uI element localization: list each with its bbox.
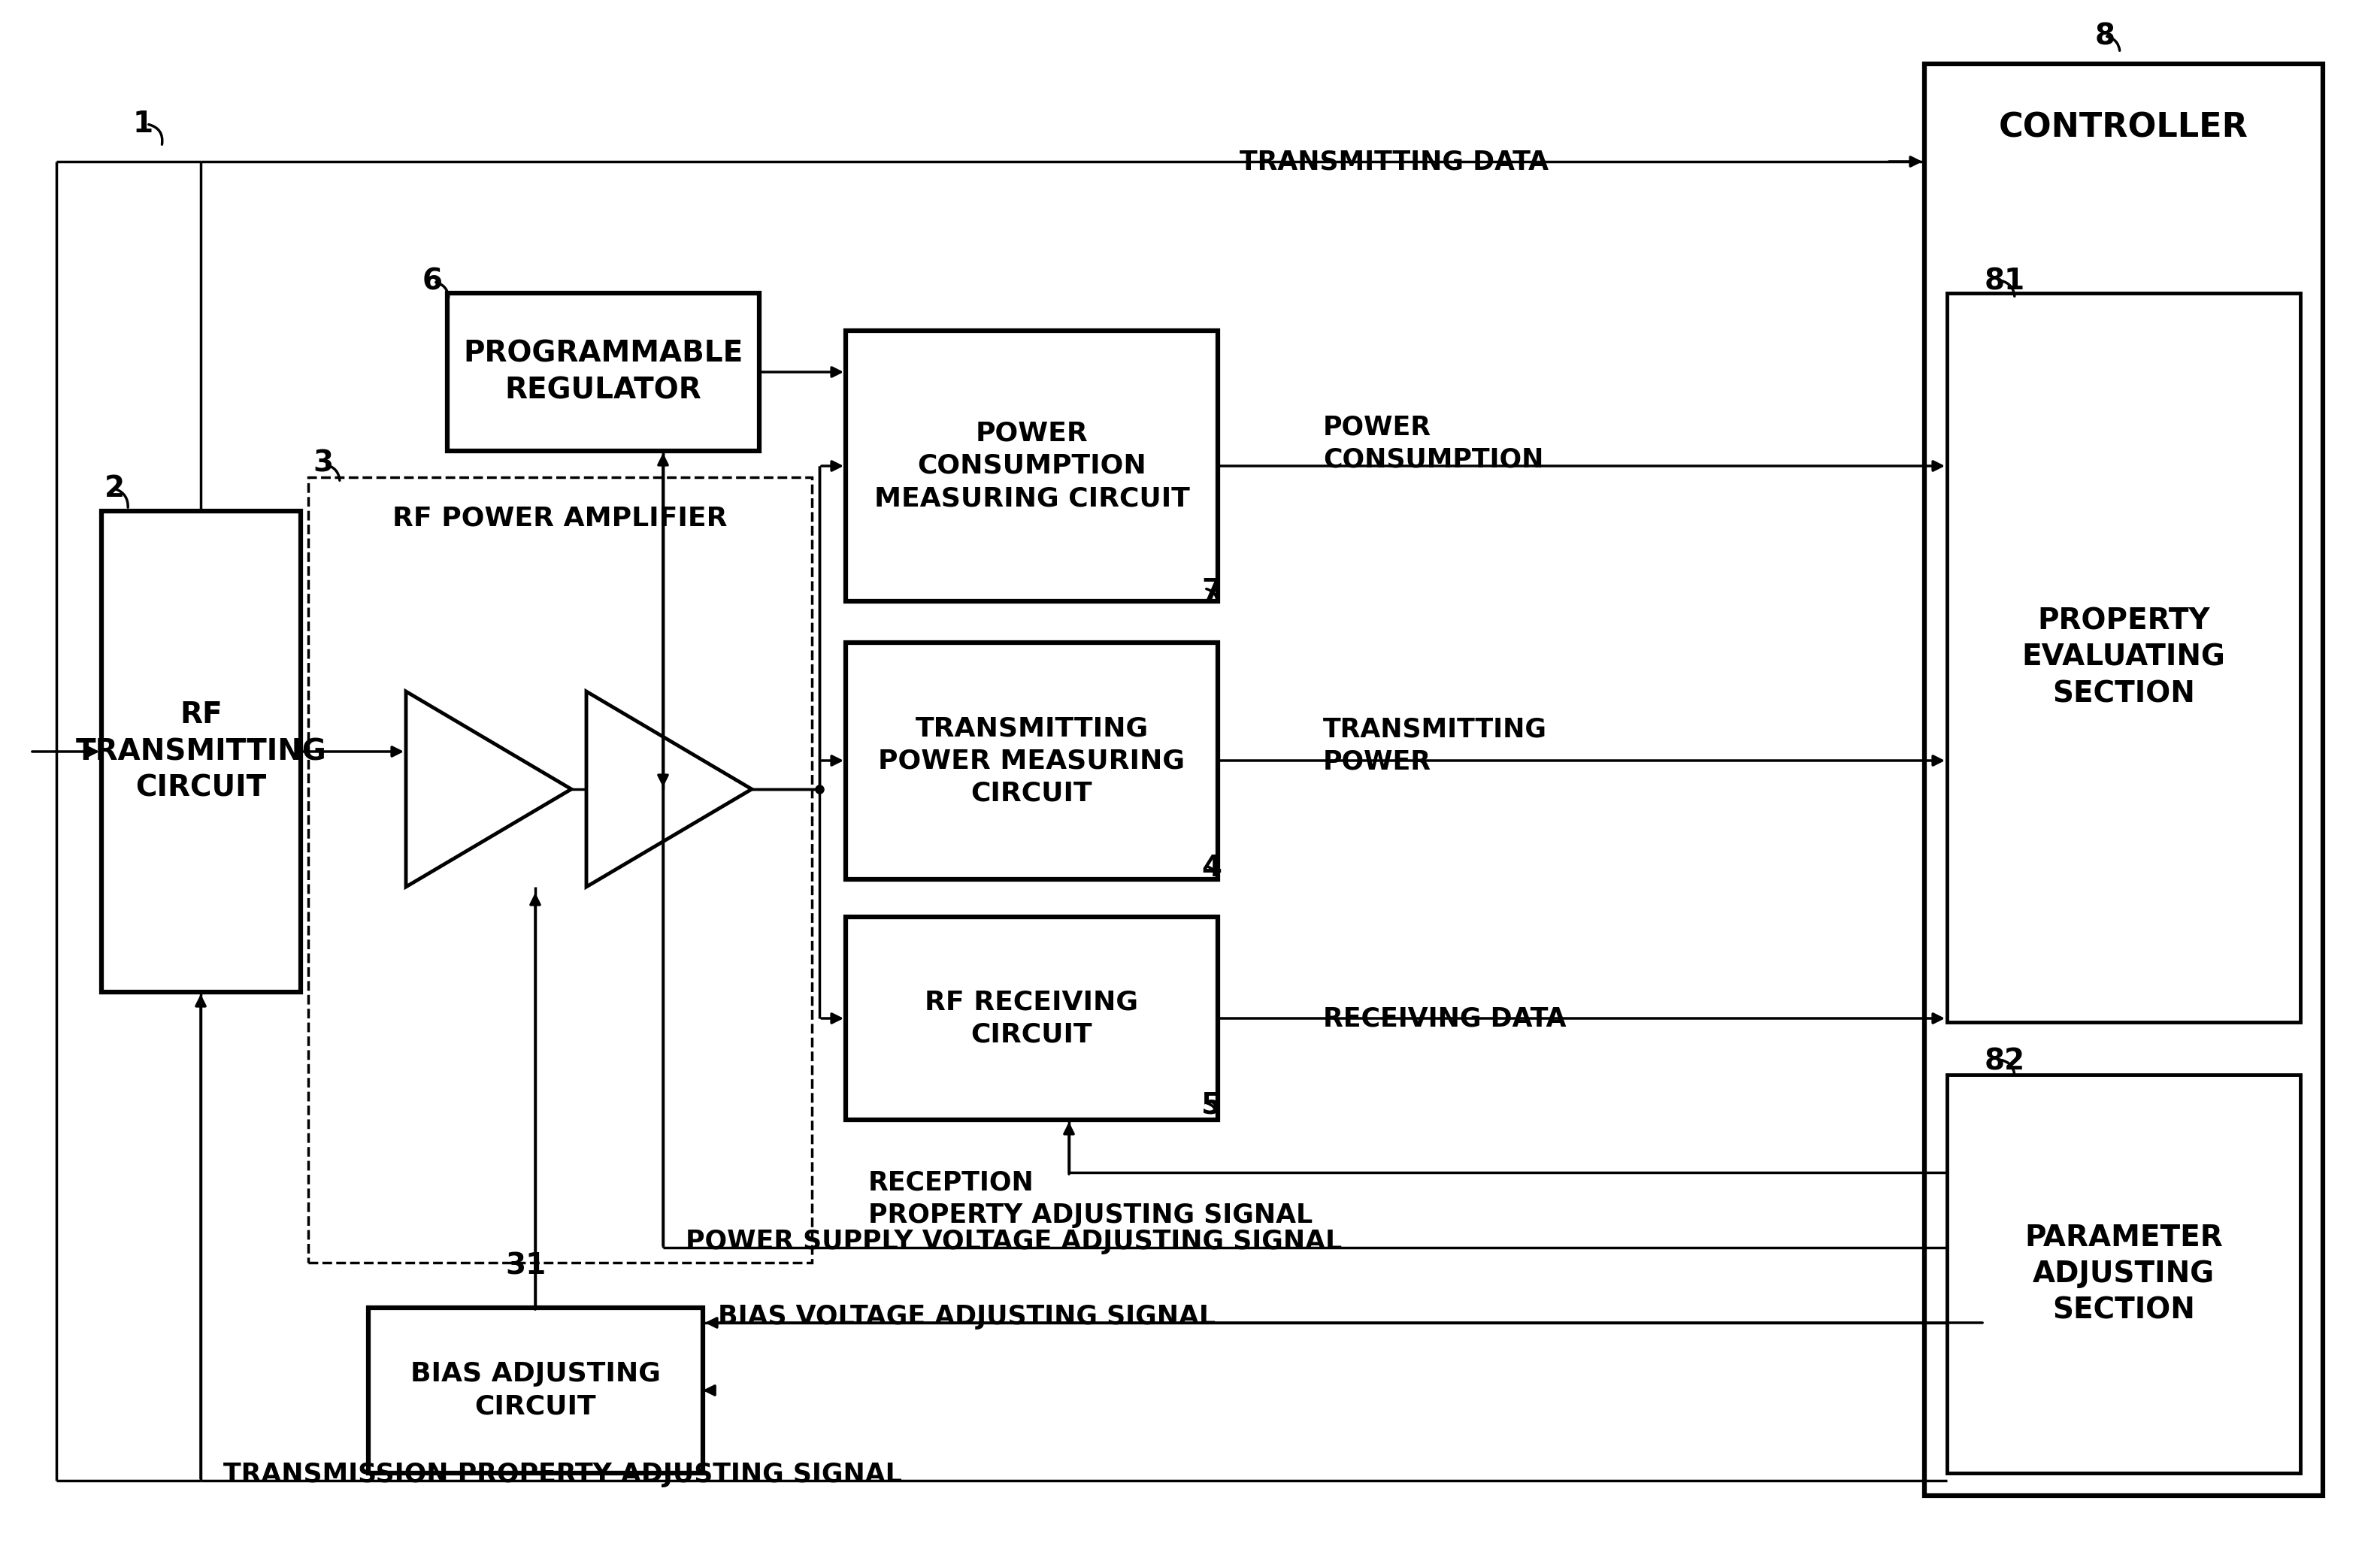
- Text: 5: 5: [1202, 1091, 1221, 1119]
- Text: TRANSMITTING DATA: TRANSMITTING DATA: [1240, 150, 1549, 174]
- FancyBboxPatch shape: [845, 918, 1219, 1120]
- FancyBboxPatch shape: [369, 1307, 702, 1472]
- Text: POWER SUPPLY VOLTAGE ADJUSTING SIGNAL: POWER SUPPLY VOLTAGE ADJUSTING SIGNAL: [685, 1229, 1342, 1254]
- Polygon shape: [407, 692, 571, 887]
- Text: 82: 82: [1985, 1047, 2025, 1077]
- Text: TRANSMISSION PROPERTY ADJUSTING SIGNAL: TRANSMISSION PROPERTY ADJUSTING SIGNAL: [224, 1461, 902, 1488]
- Text: TRANSMITTING
POWER MEASURING
CIRCUIT: TRANSMITTING POWER MEASURING CIRCUIT: [878, 715, 1185, 807]
- Text: TRANSMITTING
POWER: TRANSMITTING POWER: [1323, 717, 1547, 774]
- Text: RECEIVING DATA: RECEIVING DATA: [1323, 1005, 1566, 1031]
- Text: BIAS ADJUSTING
CIRCUIT: BIAS ADJUSTING CIRCUIT: [409, 1362, 662, 1419]
- Text: 31: 31: [507, 1253, 547, 1281]
- Text: 3: 3: [314, 449, 333, 478]
- Text: POWER
CONSUMPTION: POWER CONSUMPTION: [1323, 414, 1545, 472]
- Text: PROPERTY
EVALUATING
SECTION: PROPERTY EVALUATING SECTION: [2023, 608, 2225, 709]
- Text: RF RECEIVING
CIRCUIT: RF RECEIVING CIRCUIT: [926, 989, 1138, 1047]
- Text: 8: 8: [2094, 22, 2116, 50]
- Text: POWER
CONSUMPTION
MEASURING CIRCUIT: POWER CONSUMPTION MEASURING CIRCUIT: [873, 421, 1190, 511]
- FancyBboxPatch shape: [309, 477, 812, 1262]
- Polygon shape: [585, 692, 752, 887]
- Text: 4: 4: [1202, 854, 1221, 882]
- Text: 81: 81: [1985, 268, 2025, 296]
- FancyBboxPatch shape: [845, 330, 1219, 601]
- Text: PROGRAMMABLE
REGULATOR: PROGRAMMABLE REGULATOR: [464, 340, 743, 405]
- Text: 1: 1: [133, 109, 152, 139]
- Text: CONTROLLER: CONTROLLER: [1999, 112, 2249, 143]
- Text: RF
TRANSMITTING
CIRCUIT: RF TRANSMITTING CIRCUIT: [76, 701, 326, 802]
- Text: 2: 2: [105, 474, 124, 503]
- FancyBboxPatch shape: [447, 293, 759, 450]
- Text: PARAMETER
ADJUSTING
SECTION: PARAMETER ADJUSTING SECTION: [2025, 1223, 2223, 1324]
- Text: BIAS VOLTAGE ADJUSTING SIGNAL: BIAS VOLTAGE ADJUSTING SIGNAL: [719, 1304, 1216, 1329]
- FancyBboxPatch shape: [1925, 64, 2323, 1496]
- FancyBboxPatch shape: [102, 511, 300, 992]
- Text: RECEPTION
PROPERTY ADJUSTING SIGNAL: RECEPTION PROPERTY ADJUSTING SIGNAL: [869, 1170, 1314, 1228]
- FancyBboxPatch shape: [845, 642, 1219, 879]
- FancyBboxPatch shape: [1947, 1075, 2301, 1472]
- FancyBboxPatch shape: [1947, 293, 2301, 1022]
- Text: 7: 7: [1202, 576, 1221, 606]
- Text: RF POWER AMPLIFIER: RF POWER AMPLIFIER: [393, 506, 728, 531]
- Text: 6: 6: [421, 268, 443, 296]
